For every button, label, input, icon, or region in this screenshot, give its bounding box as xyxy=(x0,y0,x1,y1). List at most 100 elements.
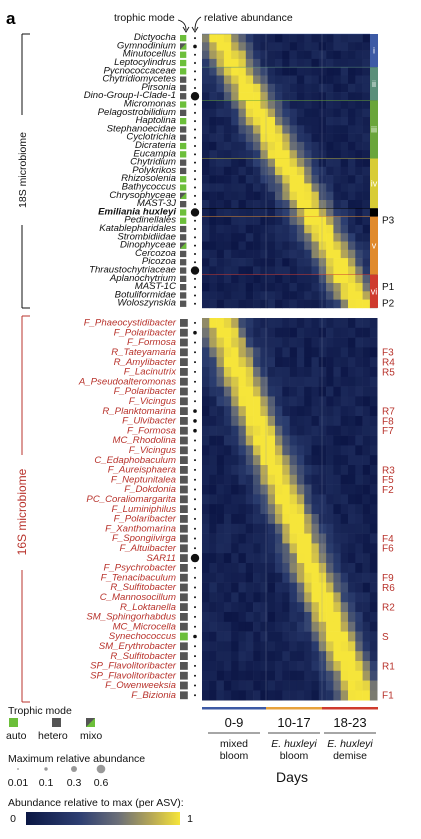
max-abundance-dot xyxy=(194,37,196,40)
heatmap-cell xyxy=(267,175,276,184)
heatmap-cell xyxy=(260,249,268,259)
heatmap-cell xyxy=(245,661,254,672)
heatmap-cell xyxy=(282,523,290,534)
heatmap-cell xyxy=(238,661,247,672)
heatmap-cell xyxy=(348,425,356,436)
heatmap-cell xyxy=(282,208,290,217)
heatmap-cell xyxy=(253,347,261,358)
heatmap-cell xyxy=(209,291,217,300)
heatmap-cell xyxy=(223,133,232,143)
heatmap-cell xyxy=(296,504,305,515)
heatmap-cell xyxy=(209,175,217,184)
heatmap-cell xyxy=(267,133,276,143)
taxon-label: Leptocylindrus xyxy=(114,57,176,68)
heatmap-cell xyxy=(282,141,290,151)
heatmap-cell xyxy=(311,291,320,300)
heatmap-cell xyxy=(355,241,363,251)
heatmap-cell xyxy=(296,474,305,485)
heatmap-cell xyxy=(231,376,239,387)
heatmap-cell xyxy=(260,425,268,436)
cluster-bar xyxy=(370,274,378,308)
heatmap-cell xyxy=(369,661,378,672)
heatmap-cell xyxy=(282,75,290,85)
heatmap-cell xyxy=(253,455,261,466)
heatmap-cell xyxy=(289,150,298,159)
heatmap-cell xyxy=(245,200,254,209)
cluster-label: iii xyxy=(371,124,377,134)
taxon-label: C_Mannosocillum xyxy=(100,592,176,603)
heatmap-cell xyxy=(318,34,327,43)
heatmap-cell xyxy=(231,50,239,60)
heatmap-cell xyxy=(231,133,239,143)
heatmap-cell xyxy=(223,166,232,176)
heatmap-cell xyxy=(333,641,341,652)
heatmap-cell xyxy=(311,299,320,309)
heatmap-cell xyxy=(231,651,239,662)
heatmap-cell xyxy=(289,158,298,168)
heatmap-cell xyxy=(267,631,276,642)
heatmap-cell xyxy=(362,651,371,662)
heatmap-cell xyxy=(231,274,239,284)
heatmap-cell xyxy=(223,83,232,93)
heatmap-cell xyxy=(289,465,298,476)
side-label: F2 xyxy=(382,485,394,496)
heatmap-cell xyxy=(223,347,232,358)
taxon-label: Picozoa xyxy=(142,256,176,267)
heatmap-cell xyxy=(238,416,247,427)
heatmap-cell xyxy=(333,465,341,476)
heatmap-cell xyxy=(238,175,247,184)
colorbar-max: 1 xyxy=(187,813,193,825)
trophic-hetero-swatch xyxy=(180,691,188,700)
heatmap-cell xyxy=(260,406,268,417)
legend-dot-0.3 xyxy=(71,766,77,772)
side-label: R5 xyxy=(382,367,395,378)
heatmap-cell xyxy=(231,474,239,485)
heatmap-cell xyxy=(282,543,290,554)
timeline-desc-3a: E. huxleyi xyxy=(327,738,373,750)
heatmap-cell xyxy=(340,191,349,201)
max-abundance-dot xyxy=(194,178,196,181)
heatmap-cell xyxy=(333,621,341,632)
taxon-label: Aplanochytrium xyxy=(109,273,176,284)
heatmap-cell xyxy=(245,291,254,300)
heatmap-cell xyxy=(209,641,217,652)
heatmap-cell xyxy=(253,494,261,505)
heatmap-cell xyxy=(260,100,268,109)
heatmap-cell xyxy=(282,191,290,201)
heatmap-cell xyxy=(340,425,349,436)
heatmap-cell xyxy=(253,233,261,242)
heatmap-cell xyxy=(340,357,349,368)
heatmap-cell xyxy=(296,166,305,176)
heatmap-cell xyxy=(202,191,210,201)
heatmap-cell xyxy=(289,612,298,623)
heatmap-cell xyxy=(333,299,341,309)
cluster-bar xyxy=(370,216,378,275)
side-label: F9 xyxy=(382,573,394,584)
heatmap-cell xyxy=(348,200,356,209)
heatmap-cell xyxy=(340,208,349,217)
heatmap-cell xyxy=(209,582,217,593)
heatmap-cell xyxy=(202,50,210,60)
taxon-label: Woloszynskia xyxy=(117,298,176,309)
heatmap-cell xyxy=(311,416,320,427)
trophic-hetero-swatch xyxy=(180,377,188,386)
heatmap-cell xyxy=(326,150,334,159)
heatmap-cell xyxy=(238,484,247,495)
trophic-arrowhead-icon xyxy=(182,26,190,33)
heatmap-cell xyxy=(282,504,290,515)
taxon-label: Eucampia xyxy=(133,148,176,159)
heatmap-cell xyxy=(253,318,261,329)
heatmap-cell xyxy=(340,582,349,593)
heatmap-cell xyxy=(289,376,298,387)
heatmap-cell xyxy=(202,582,210,593)
heatmap-cell xyxy=(296,58,305,68)
max-abundance-dot xyxy=(194,228,196,231)
heatmap-cell xyxy=(282,416,290,427)
heatmap-cell xyxy=(216,75,225,85)
heatmap-cell xyxy=(311,396,320,407)
heatmap-cell xyxy=(238,367,247,378)
heatmap-cell xyxy=(289,318,298,329)
heatmap-cell xyxy=(238,75,247,85)
taxon-label: Gymnodinium xyxy=(117,40,176,51)
heatmap-cell xyxy=(340,680,349,691)
